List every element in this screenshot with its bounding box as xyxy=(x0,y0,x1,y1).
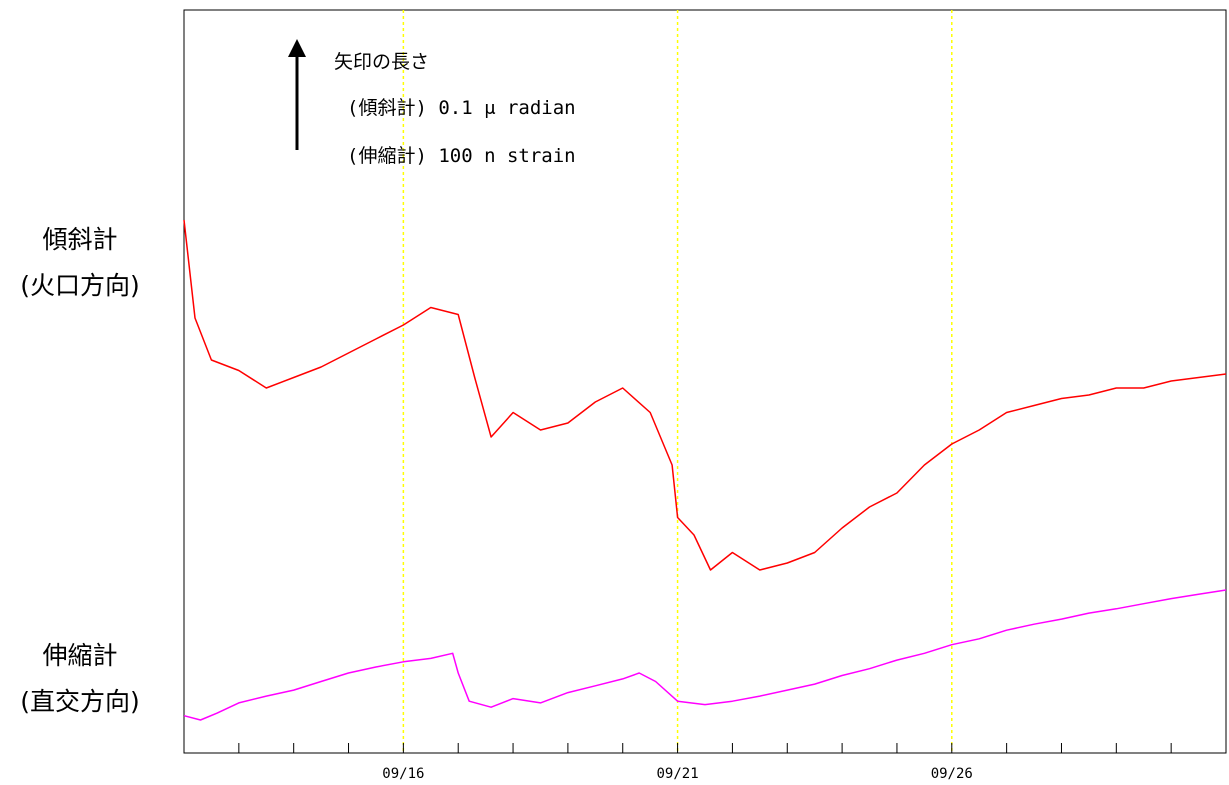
x-tick-label: 09/16 xyxy=(382,766,424,782)
legend: 矢印の長さ (傾斜計) 0.1 μ radian (伸縮計) 100 n str… xyxy=(288,39,576,167)
series-line-tilt xyxy=(183,219,1227,571)
legend-tilt-scale: (傾斜計) 0.1 μ radian xyxy=(347,97,576,119)
x-axis-tick-labels: 09/16 09/21 09/26 xyxy=(382,766,973,782)
legend-strain-scale: (伸縮計) 100 n strain xyxy=(347,145,576,167)
series-line-strain xyxy=(183,589,1227,721)
grid-lines xyxy=(402,10,953,753)
legend-title: 矢印の長さ xyxy=(334,51,429,73)
tilt-title: 傾斜計 xyxy=(42,225,118,254)
plot-frame xyxy=(183,9,1227,754)
series-group xyxy=(183,219,1227,721)
strain-title: 伸縮計 xyxy=(42,641,118,670)
strain-subtitle: (直交方向) xyxy=(20,687,140,716)
x-axis-ticks xyxy=(238,743,1172,753)
x-tick-label: 09/21 xyxy=(657,766,699,782)
x-tick-label: 09/26 xyxy=(931,766,973,782)
tilt-subtitle: (火口方向) xyxy=(20,271,140,300)
